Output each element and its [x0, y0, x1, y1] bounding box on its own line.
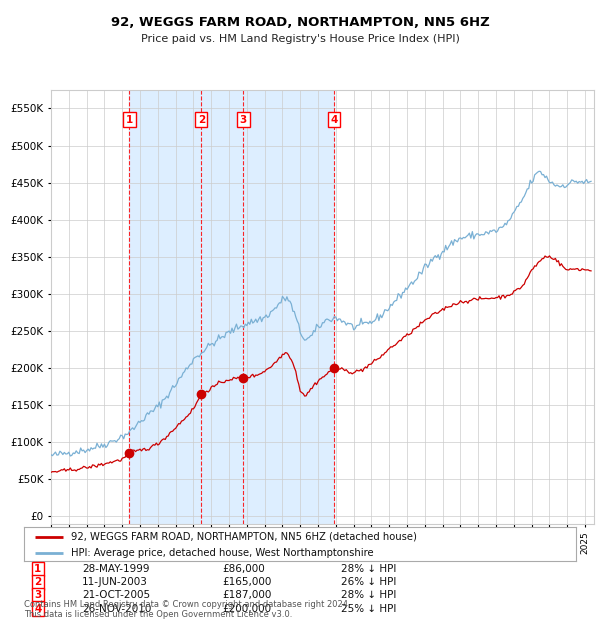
Text: 26-NOV-2010: 26-NOV-2010 — [82, 603, 151, 614]
Text: 3: 3 — [34, 590, 41, 600]
Text: 1: 1 — [34, 564, 41, 574]
Text: 4: 4 — [34, 603, 41, 614]
Text: 21-OCT-2005: 21-OCT-2005 — [82, 590, 150, 600]
Text: 1: 1 — [126, 115, 133, 125]
Text: 28% ↓ HPI: 28% ↓ HPI — [341, 564, 397, 574]
Text: £86,000: £86,000 — [223, 564, 265, 574]
Text: 92, WEGGS FARM ROAD, NORTHAMPTON, NN5 6HZ: 92, WEGGS FARM ROAD, NORTHAMPTON, NN5 6H… — [110, 16, 490, 29]
Bar — [130, 90, 334, 524]
Text: Contains HM Land Registry data © Crown copyright and database right 2024.
This d: Contains HM Land Registry data © Crown c… — [24, 600, 350, 619]
Text: 2: 2 — [197, 115, 205, 125]
Text: 2: 2 — [34, 577, 41, 587]
Text: £165,000: £165,000 — [223, 577, 272, 587]
Text: 28-MAY-1999: 28-MAY-1999 — [82, 564, 149, 574]
Text: £187,000: £187,000 — [223, 590, 272, 600]
Text: £200,000: £200,000 — [223, 603, 272, 614]
Text: 25% ↓ HPI: 25% ↓ HPI — [341, 603, 397, 614]
Text: 3: 3 — [239, 115, 247, 125]
Text: HPI: Average price, detached house, West Northamptonshire: HPI: Average price, detached house, West… — [71, 547, 374, 557]
Text: 28% ↓ HPI: 28% ↓ HPI — [341, 590, 397, 600]
Text: 26% ↓ HPI: 26% ↓ HPI — [341, 577, 397, 587]
Text: Price paid vs. HM Land Registry's House Price Index (HPI): Price paid vs. HM Land Registry's House … — [140, 34, 460, 44]
Text: 92, WEGGS FARM ROAD, NORTHAMPTON, NN5 6HZ (detached house): 92, WEGGS FARM ROAD, NORTHAMPTON, NN5 6H… — [71, 531, 417, 541]
Text: 4: 4 — [331, 115, 338, 125]
Text: 11-JUN-2003: 11-JUN-2003 — [82, 577, 148, 587]
